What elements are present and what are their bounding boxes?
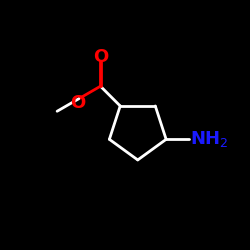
Text: O: O bbox=[93, 48, 108, 66]
Text: O: O bbox=[70, 94, 86, 112]
Text: NH$_2$: NH$_2$ bbox=[190, 129, 229, 149]
